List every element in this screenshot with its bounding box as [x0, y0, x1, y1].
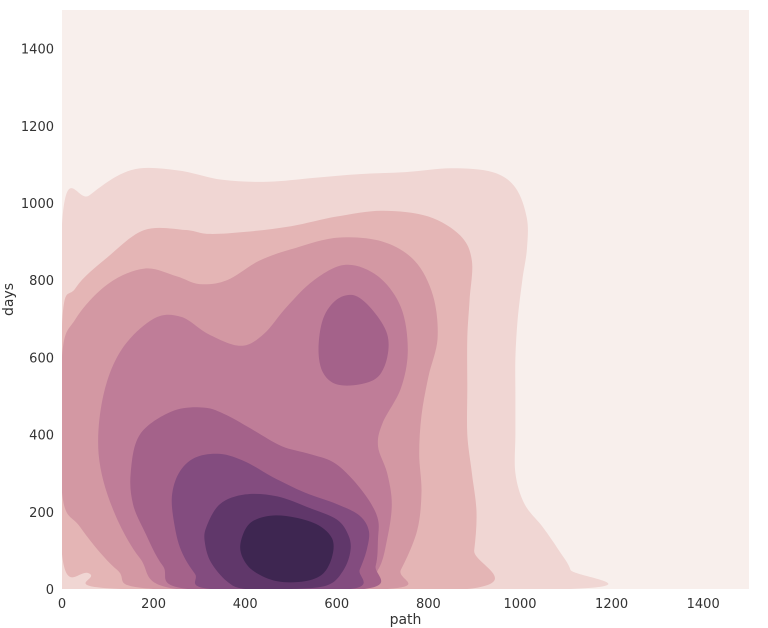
x-tick-label: 1000: [503, 597, 536, 612]
y-axis-label: days: [1, 283, 17, 316]
x-tick-label: 400: [233, 597, 258, 612]
x-axis-label: path: [390, 612, 422, 628]
y-axis-ticks: 0 200 400 600 800 1000 1200 1400: [21, 43, 54, 598]
y-tick-label: 1000: [21, 197, 54, 212]
y-tick-label: 800: [29, 274, 54, 289]
x-tick-label: 1400: [687, 597, 720, 612]
x-tick-label: 1200: [595, 597, 628, 612]
x-tick-label: 200: [141, 597, 166, 612]
x-tick-label: 0: [58, 597, 66, 612]
y-tick-label: 0: [46, 583, 54, 598]
y-tick-label: 1400: [21, 43, 54, 58]
y-tick-label: 1200: [21, 120, 54, 135]
contour-level-8: [240, 515, 334, 583]
y-tick-label: 400: [29, 429, 54, 444]
x-tick-label: 800: [416, 597, 441, 612]
y-tick-label: 600: [29, 351, 54, 366]
x-axis-ticks: 0 200 400 600 800 1000 1200 1400: [58, 597, 720, 612]
x-tick-label: 600: [324, 597, 349, 612]
contour-layer: [62, 167, 609, 589]
contour-level-5: [318, 294, 389, 386]
y-tick-label: 200: [29, 506, 54, 521]
